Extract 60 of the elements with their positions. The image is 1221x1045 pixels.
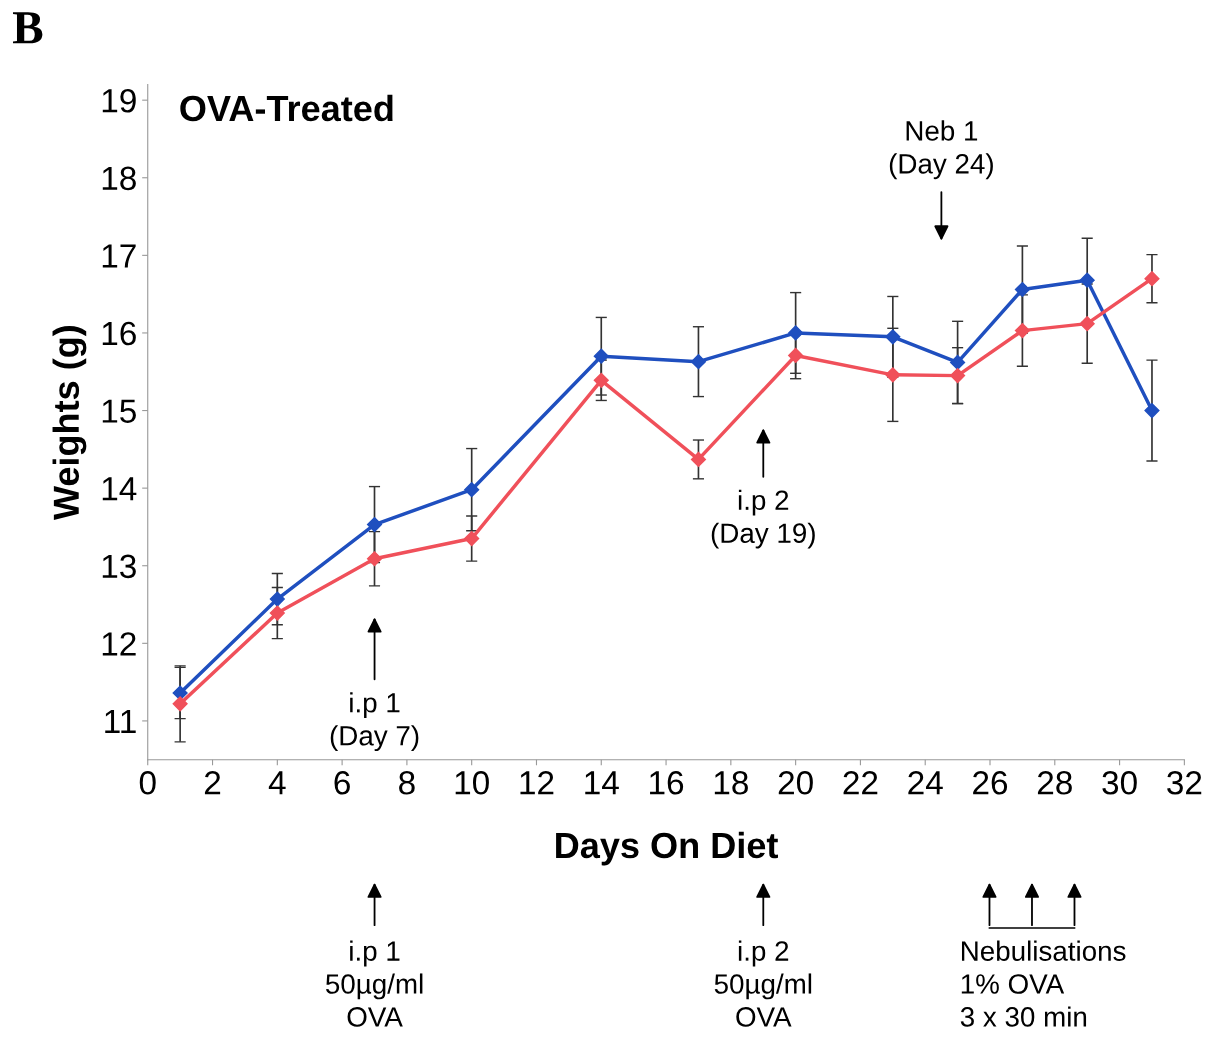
text: i.p 2 50µg/ml OVA: [714, 940, 812, 1027]
text: i.p 1 50µg/ml OVA: [325, 940, 423, 1027]
y-tick-label: 11: [105, 710, 136, 733]
point: [172, 696, 188, 712]
point: [950, 368, 966, 384]
point: [950, 354, 966, 371]
x-tick-label: 22: [843, 771, 878, 795]
annotation: i.p 2 (Day 19): [711, 489, 815, 549]
point: [593, 372, 609, 388]
point: [1144, 402, 1160, 419]
x-tick-label: 28: [1037, 771, 1072, 795]
point: [366, 551, 383, 567]
y-axis-title: Weights (g): [52, 326, 87, 521]
x-tick-label: 6: [334, 771, 350, 795]
point: [269, 605, 285, 621]
x-tick-label: 18: [714, 771, 748, 795]
y-tick-label: 16: [102, 321, 136, 346]
x-axis-title: Days On Diet: [556, 831, 778, 866]
y-tick-label: 19: [102, 88, 136, 113]
point: [690, 354, 707, 370]
annotation: i.p 1 (Day 7): [330, 692, 419, 752]
y-tick-label: 18: [102, 166, 136, 191]
y-tick-label: 15: [102, 399, 136, 423]
x-tick-label: 10: [455, 771, 489, 795]
point: [366, 517, 383, 533]
point: [1079, 272, 1095, 288]
point: [593, 348, 609, 364]
point: [885, 329, 901, 345]
x-tick-label: 32: [1167, 771, 1202, 795]
text: Nebulisations 1% OVA 3 x 30 min: [960, 940, 1126, 1027]
annotation: Neb 1 (Day 24): [889, 120, 993, 180]
text: B: [12, 12, 43, 44]
x-tick-label: 0: [139, 771, 156, 795]
point: [1079, 316, 1095, 332]
x-tick-label: 4: [268, 771, 286, 795]
x-tick-label: 8: [399, 771, 415, 795]
y-tick-label: 12: [102, 632, 136, 656]
point: [464, 482, 480, 498]
x-tick-label: 16: [650, 771, 684, 795]
point: [788, 325, 804, 341]
point: [464, 531, 480, 547]
x-tick-label: 12: [520, 771, 554, 795]
point: [1014, 323, 1030, 339]
x-tick-label: 24: [908, 771, 943, 795]
point: [269, 591, 285, 607]
x-tick-label: 2: [204, 771, 221, 795]
point: [1014, 281, 1030, 298]
x-tick-label: 20: [778, 771, 813, 795]
point: [1144, 271, 1160, 287]
x-tick-label: 26: [973, 771, 1008, 795]
point: [885, 367, 901, 383]
chart-title: OVA-Treated: [180, 94, 393, 122]
point: [788, 347, 804, 364]
y-tick-label: 14: [102, 477, 137, 501]
y-tick-label: 13: [102, 554, 136, 579]
point: [690, 451, 707, 467]
x-tick-label: 14: [585, 771, 619, 795]
point: [172, 685, 188, 701]
x-tick-label: 30: [1102, 771, 1137, 795]
y-tick-label: 17: [102, 244, 136, 268]
